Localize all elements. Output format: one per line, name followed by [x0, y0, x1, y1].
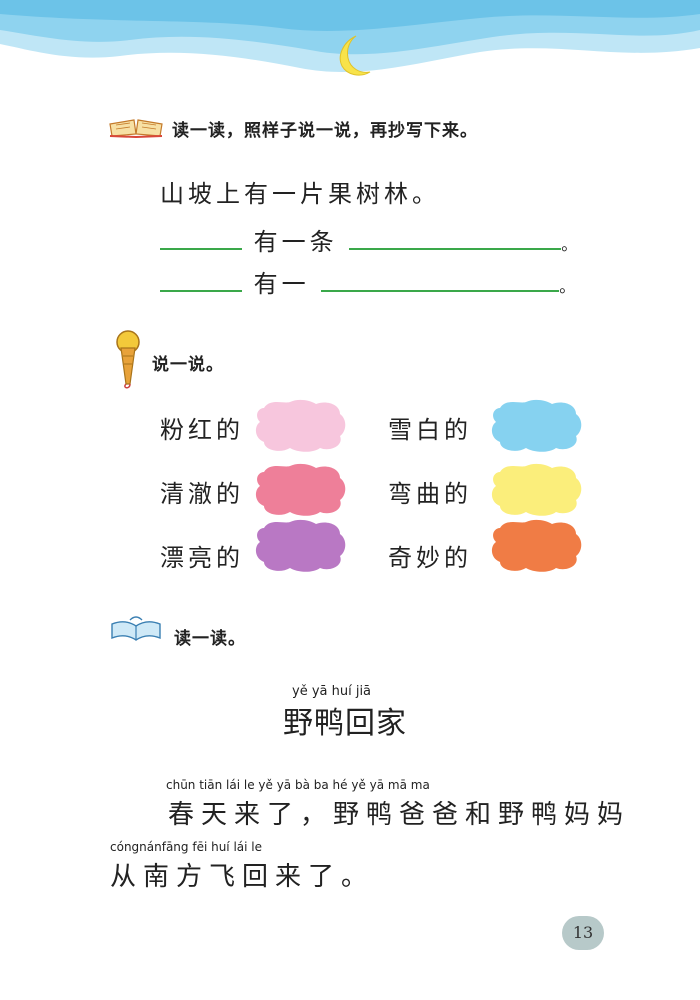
example-sentence: 山坡上有一片果树林。: [160, 180, 440, 208]
color-blob-blue: [491, 399, 582, 452]
section1-instruction: 读一读，照样子说一说，再抄写下来。: [172, 121, 478, 141]
color-label-6: 奇妙的: [388, 544, 472, 572]
blank-subject-2[interactable]: [160, 228, 242, 250]
line2-pinyin: cóngnánfāng fēi huí lái le: [110, 840, 263, 854]
book-icon: [111, 616, 161, 641]
story-title: 野鸭回家: [283, 706, 407, 741]
line2-mid-text: 有一条: [253, 228, 338, 256]
fill-line-2: 有一条 。: [160, 222, 581, 257]
moon-icon: [339, 35, 371, 76]
color-blob-orange: [491, 519, 582, 572]
fill-line-3: 有一 。: [160, 264, 579, 299]
title-pinyin: yě yā huí jiā: [292, 684, 372, 699]
section2-instruction: 说一说。: [152, 355, 224, 375]
blank-object-3[interactable]: [321, 270, 560, 292]
line1-pinyin: chūn tiān lái le yě yā bà ba hé yě yā mā…: [166, 778, 430, 792]
color-blob-rose: [255, 463, 346, 516]
story-line-2: 从南方飞回来了。: [110, 862, 375, 892]
blank-object-2[interactable]: [349, 228, 562, 250]
story-line-1: 春天来了，野鸭爸爸和野鸭妈妈: [168, 800, 631, 830]
color-label-1: 粉红的: [160, 416, 244, 444]
blank-subject-3[interactable]: [160, 270, 242, 292]
line2-period: 。: [561, 235, 582, 254]
color-blob-purple: [255, 519, 346, 572]
line3-mid-text: 有一: [253, 270, 310, 298]
color-blob-pink: [255, 399, 346, 452]
color-label-3: 清澈的: [160, 480, 244, 508]
color-label-5: 漂亮的: [160, 544, 244, 572]
open-book-icon: [109, 119, 163, 138]
section3-instruction: 读一读。: [174, 629, 246, 649]
color-label-4: 弯曲的: [388, 480, 472, 508]
color-label-2: 雪白的: [388, 416, 472, 444]
sky-banner: [0, 0, 700, 92]
color-blob-yellow: [491, 463, 582, 516]
microphone-icon: [116, 330, 140, 389]
line3-period: 。: [559, 277, 580, 296]
page-number: 13: [562, 916, 604, 950]
